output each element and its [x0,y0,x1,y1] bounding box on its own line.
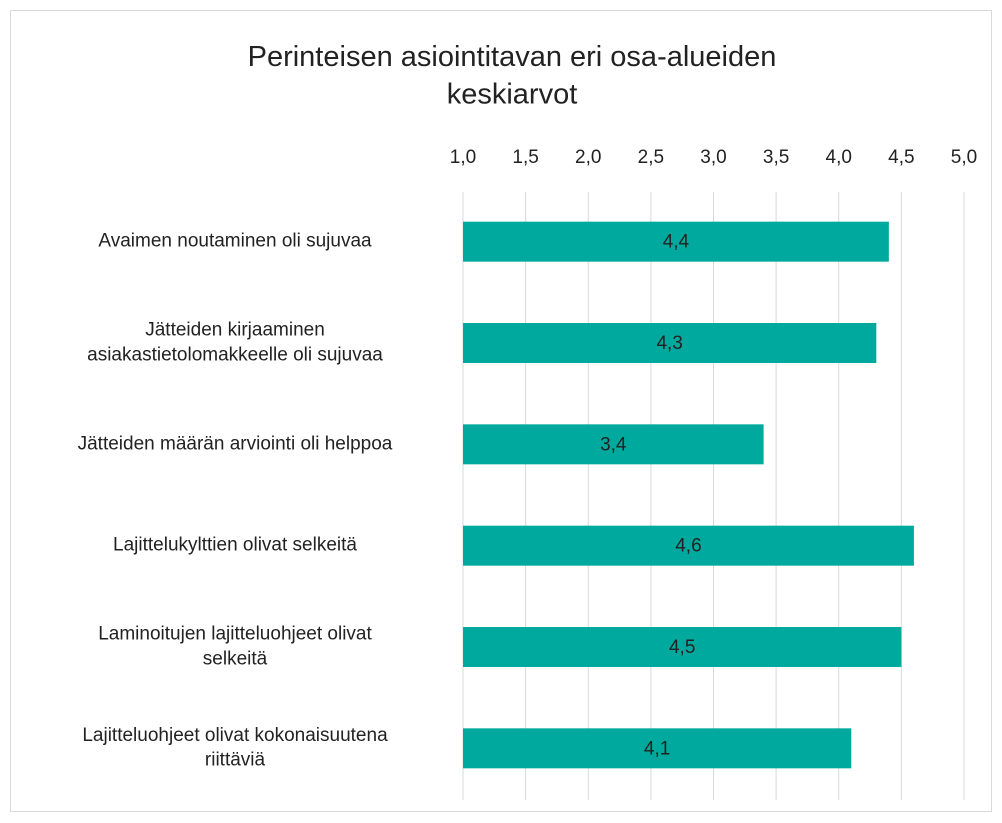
y-tick-label: Avaimen noutaminen oli sujuvaa [98,231,372,252]
x-tick-label: 1,0 [450,147,476,168]
data-label: 4,1 [644,738,670,759]
bar [463,424,764,465]
chart-border [10,10,992,812]
y-tick-label: Lajittelukylttien olivat selkeitä [113,535,357,556]
x-tick-label: 3,5 [763,147,789,168]
x-tick-label: 2,0 [575,147,601,168]
data-label: 4,5 [669,637,695,658]
x-tick-label: 4,0 [826,147,852,168]
y-tick-label: Jätteiden kirjaaminen asiakastietolomakke… [87,320,383,366]
y-tick-label: Jätteiden määrän arviointi oli helppoa [78,433,393,454]
y-tick-label: Lajitteluohjeet olivat kokonaisuutena rii… [82,725,388,771]
bar [463,525,914,566]
x-tick-label: 5,0 [951,147,977,168]
bar [463,728,852,769]
bar [463,627,902,667]
bar [463,323,877,363]
data-label: 3,4 [600,434,627,455]
y-tick-label: Laminoitujen lajitteluohjeet olivat selke… [98,624,372,670]
data-label: 4,6 [675,536,701,557]
data-label: 4,4 [663,232,690,253]
x-tick-label: 2,5 [638,147,664,168]
chart-title: Perinteisen asiointitavan eri osa-alueid… [248,41,777,111]
x-tick-label: 4,5 [888,147,914,168]
x-tick-label: 1,5 [512,147,538,168]
data-label: 4,3 [656,333,682,354]
x-tick-label: 3,0 [700,147,726,168]
bar [463,221,889,262]
